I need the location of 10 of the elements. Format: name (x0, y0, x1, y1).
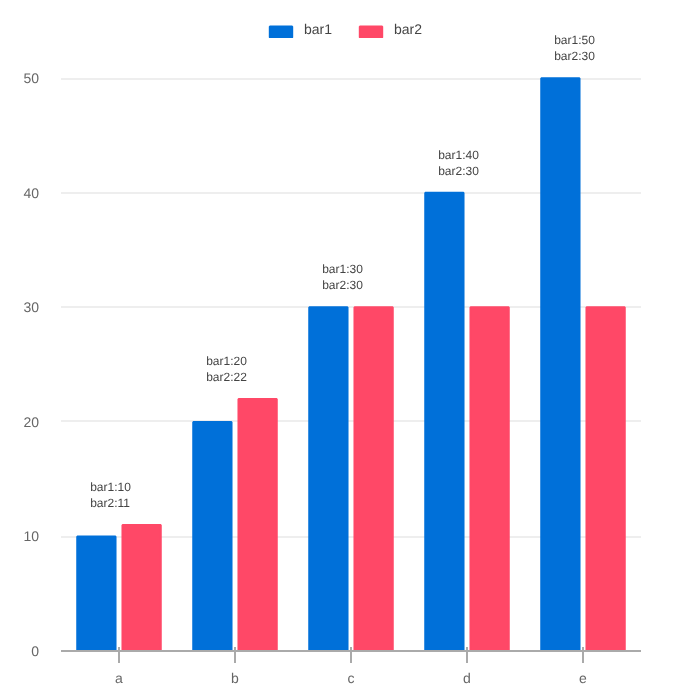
bar (76, 535, 117, 651)
bar (424, 191, 465, 651)
bar (308, 306, 349, 651)
bar (540, 77, 581, 651)
bar (192, 420, 233, 651)
bar (469, 306, 510, 651)
bar (237, 398, 278, 651)
bar (121, 524, 162, 651)
bar (585, 306, 626, 651)
bar (353, 306, 394, 651)
